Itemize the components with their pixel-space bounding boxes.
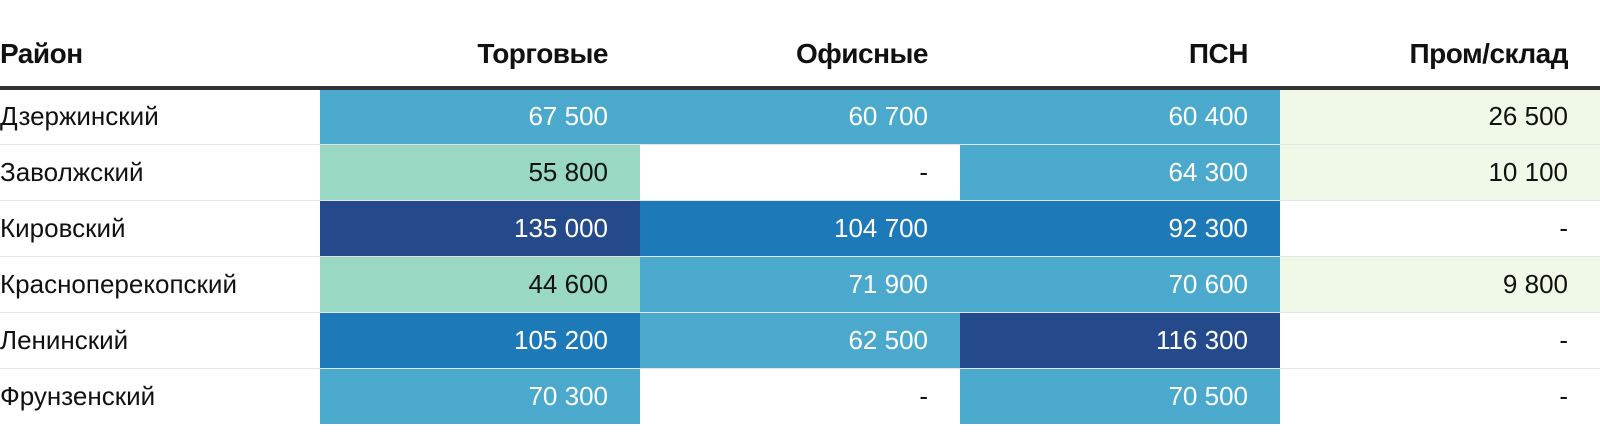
heatmap-cell: 104 700 — [640, 200, 960, 257]
heatmap-cell: 60 700 — [640, 88, 960, 145]
heatmap-cell: 67 500 — [320, 88, 640, 145]
heatmap-cell: - — [1280, 368, 1600, 424]
heatmap-cell: 10 100 — [1280, 144, 1600, 201]
district-name: Дзержинский — [0, 88, 320, 145]
heatmap-cell: 55 800 — [320, 144, 640, 201]
heatmap-cell: 44 600 — [320, 256, 640, 313]
heatmap-cell: 60 400 — [960, 88, 1280, 145]
heatmap-cell: 71 900 — [640, 256, 960, 313]
table-row: Фрунзенский 70 300-70 500- — [0, 368, 1600, 424]
column-header-psn: ПСН — [960, 0, 1280, 90]
column-header-district: Район — [0, 0, 320, 90]
district-name: Кировский — [0, 200, 320, 257]
heatmap-cell: 26 500 — [1280, 88, 1600, 145]
heatmap-cell: 116 300 — [960, 312, 1280, 369]
district-name: Красноперекопский — [0, 256, 320, 313]
heatmap-cell: - — [640, 144, 960, 201]
heatmap-table-container: Район Торговые Офисные ПСН Пром/склад Дз… — [0, 0, 1600, 424]
heatmap-cell: - — [1280, 200, 1600, 257]
table-body: Дзержинский 67 500 60 700 60 400 26 500 Завол… — [0, 88, 1600, 424]
table-row: Кировский 135 000 104 700 92 300- — [0, 200, 1600, 257]
heatmap-cell: 9 800 — [1280, 256, 1600, 313]
heatmap-cell: - — [640, 368, 960, 424]
district-name: Ленинский — [0, 312, 320, 369]
heatmap-cell: 62 500 — [640, 312, 960, 369]
table-row: Ленинский 105 200 62 500 116 300- — [0, 312, 1600, 369]
table-row: Дзержинский 67 500 60 700 60 400 26 500 — [0, 88, 1600, 145]
table-row: Заволжский 55 800-64 300 10 100 — [0, 144, 1600, 201]
heatmap-cell: 70 600 — [960, 256, 1280, 313]
price-heatmap-table: Район Торговые Офисные ПСН Пром/склад Дз… — [0, 0, 1600, 424]
heatmap-cell: 70 300 — [320, 368, 640, 424]
table-row: Красноперекопский 44 600 71 900 70 600 9 800 — [0, 256, 1600, 313]
heatmap-cell: 64 300 — [960, 144, 1280, 201]
district-name: Заволжский — [0, 144, 320, 201]
heatmap-cell: 70 500 — [960, 368, 1280, 424]
heatmap-cell: 135 000 — [320, 200, 640, 257]
district-name: Фрунзенский — [0, 368, 320, 424]
heatmap-cell: 105 200 — [320, 312, 640, 369]
heatmap-cell: - — [1280, 312, 1600, 369]
header-row: Район Торговые Офисные ПСН Пром/склад — [0, 0, 1600, 90]
heatmap-cell: 92 300 — [960, 200, 1280, 257]
column-header-retail: Торговые — [320, 0, 640, 90]
column-header-office: Офисные — [640, 0, 960, 90]
column-header-industrial-warehouse: Пром/склад — [1280, 0, 1600, 90]
